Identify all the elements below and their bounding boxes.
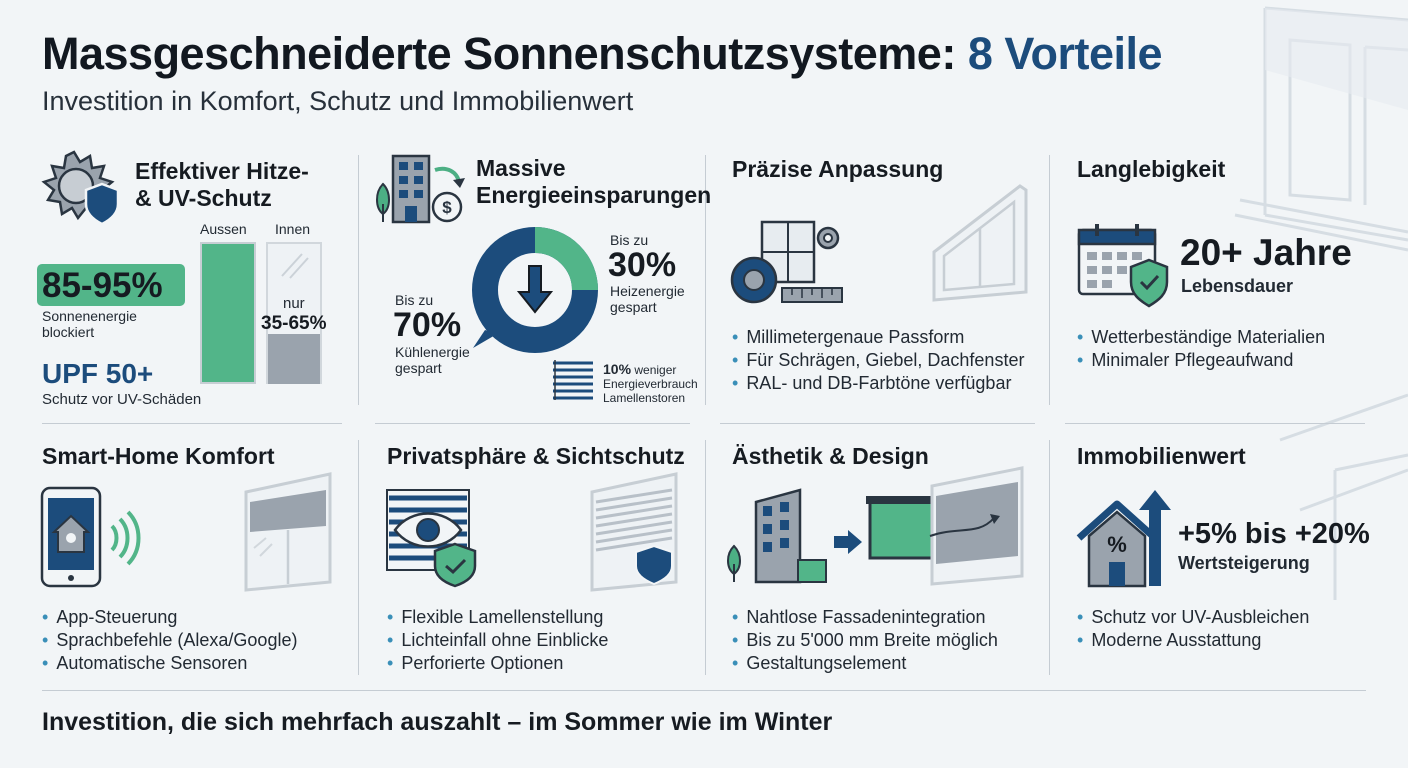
divider <box>1049 155 1050 405</box>
bullet-list: Wetterbeständige Materialien Minimaler P… <box>1077 326 1325 372</box>
page-subtitle: Investition in Komfort, Schutz und Immob… <box>42 86 634 116</box>
divider <box>705 155 706 405</box>
list-item: RAL- und DB-Farbtöne verfügbar <box>732 372 1024 395</box>
list-item: Automatische Sensoren <box>42 652 297 675</box>
glass-reflection-icon <box>281 253 309 279</box>
card-title: Smart-Home Komfort <box>42 443 275 469</box>
stat-label: Wertsteigerung <box>1178 553 1310 573</box>
footer-tagline: Investition, die sich mehrfach auszahlt … <box>42 708 833 736</box>
cooling-prefix: Bis zu <box>395 292 434 308</box>
house-value-icon: % <box>1076 490 1171 588</box>
bar-outside <box>200 242 256 384</box>
divider <box>705 440 706 675</box>
savings-donut-chart <box>472 227 598 353</box>
list-item: Moderne Ausstattung <box>1077 629 1309 652</box>
divider <box>1049 440 1050 675</box>
divider <box>358 440 359 675</box>
stat-label: Sonnenenergie blockiert <box>42 308 137 340</box>
list-item: Perforierte Optionen <box>387 652 608 675</box>
bullet-list: Flexible Lamellenstellung Lichteinfall o… <box>387 606 608 675</box>
bullet-list: Nahtlose Fassadenintegration Bis zu 5'00… <box>732 606 998 675</box>
heating-label: Heizenergie gespart <box>610 283 685 315</box>
cooling-label: Kühlenergie gespart <box>395 344 470 376</box>
heating-value: 30% <box>608 246 677 284</box>
bar-inside-value: 35-65% <box>261 313 327 334</box>
title-accent: 8 Vorteile <box>967 28 1163 79</box>
list-item: Sprachbefehle (Alexa/Google) <box>42 629 297 652</box>
svg-text:$: $ <box>442 198 452 217</box>
measuring-tape-icon <box>730 220 843 304</box>
window-blind-illustration <box>244 472 332 592</box>
divider <box>375 423 690 424</box>
card-title: Präzise Anpassung <box>732 156 944 182</box>
bullet-list: App-Steuerung Sprachbefehle (Alexa/Googl… <box>42 606 297 675</box>
calendar-shield-icon <box>1077 224 1169 308</box>
blinds-note: 10% weniger Energieverbrauch Lamellensto… <box>603 361 698 405</box>
list-item: Flexible Lamellenstellung <box>387 606 608 629</box>
list-item: Bis zu 5'000 mm Breite möglich <box>732 629 998 652</box>
stat-value: +5% bis +20% <box>1178 518 1370 550</box>
blinds-icon <box>553 360 593 400</box>
list-item: Gestaltungselement <box>732 652 998 675</box>
shutter-window-illustration <box>590 472 678 592</box>
eye-blinds-icon <box>386 489 477 588</box>
stat-value: 85-95% <box>42 266 163 305</box>
bar-inside-prefix: nur <box>283 295 305 312</box>
divider <box>720 423 1035 424</box>
list-item: App-Steuerung <box>42 606 297 629</box>
list-item: Nahtlose Fassadenintegration <box>732 606 998 629</box>
window-blind-illustration <box>929 466 1024 586</box>
stat-label: Lebensdauer <box>1181 276 1294 296</box>
upf-label: Schutz vor UV-Schäden <box>42 391 202 408</box>
divider <box>42 423 342 424</box>
card-title: Privatsphäre & Sichtschutz <box>387 443 685 469</box>
list-item: Wetterbeständige Materialien <box>1077 326 1325 349</box>
card-title: Langlebigkeit <box>1077 156 1226 182</box>
page-title: Massgeschneiderte Sonnenschutzsysteme: 8… <box>42 28 1163 80</box>
card-title: Effektiver Hitze- & UV-Schutz <box>135 158 309 211</box>
building-savings-icon: $ <box>376 154 465 224</box>
card-title: Massive Energieeinsparungen <box>476 155 712 208</box>
bar-inside-fill <box>268 334 320 384</box>
bullet-list: Schutz vor UV-Ausbleichen Moderne Aussta… <box>1077 606 1309 652</box>
card-title: Ästhetik & Design <box>732 443 929 469</box>
divider <box>1065 423 1365 424</box>
list-item: Millimetergenaue Passform <box>732 326 1024 349</box>
bar-outside-label: Aussen <box>200 221 247 237</box>
list-item: Minimaler Pflegeaufwand <box>1077 349 1325 372</box>
list-item: Für Schrägen, Giebel, Dachfenster <box>732 349 1024 372</box>
bullet-list: Millimetergenaue Passform Für Schrägen, … <box>732 326 1024 395</box>
slanted-window-illustration <box>932 184 1028 302</box>
divider <box>358 155 359 405</box>
smartphone-home-icon <box>40 486 141 588</box>
cooling-value: 70% <box>393 306 462 344</box>
list-item: Schutz vor UV-Ausbleichen <box>1077 606 1309 629</box>
title-main: Massgeschneiderte Sonnenschutzsysteme: <box>42 28 956 79</box>
upf-value: UPF 50+ <box>42 358 154 389</box>
card-title: Immobilienwert <box>1077 443 1246 469</box>
sun-shield-icon <box>41 150 120 226</box>
heating-prefix: Bis zu <box>610 232 649 248</box>
stat-value: 20+ Jahre <box>1180 232 1352 273</box>
footer-divider <box>42 690 1366 691</box>
list-item: Lichteinfall ohne Einblicke <box>387 629 608 652</box>
stat-badge <box>37 264 185 306</box>
svg-text:%: % <box>1107 532 1127 557</box>
facade-design-icon <box>727 488 954 584</box>
bar-inside-label: Innen <box>275 221 311 237</box>
